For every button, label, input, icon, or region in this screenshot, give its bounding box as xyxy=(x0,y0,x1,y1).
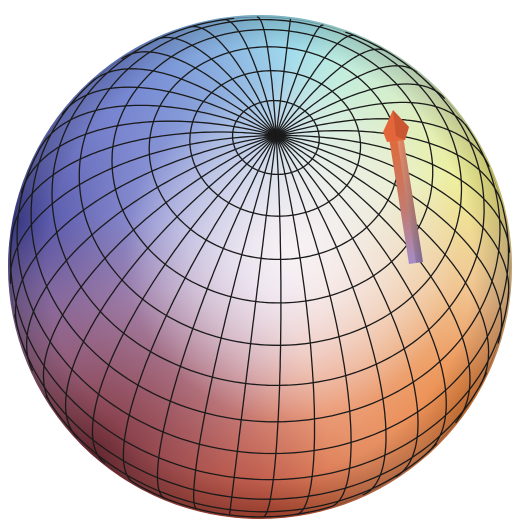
longitude-line xyxy=(228,135,277,516)
longitude-line xyxy=(275,34,357,136)
sphere-grid-lines xyxy=(9,16,511,518)
longitude-line xyxy=(14,134,277,330)
arrow-head-shade xyxy=(393,110,409,140)
longitude-line xyxy=(154,36,277,136)
sphere-outline xyxy=(9,16,511,518)
longitude-line xyxy=(275,134,490,387)
longitude-line xyxy=(275,134,503,344)
longitude-line xyxy=(276,134,511,253)
longitude-line xyxy=(20,120,277,193)
longitude-line xyxy=(256,16,277,136)
tangent-arrow xyxy=(383,110,423,264)
longitude-line xyxy=(121,51,277,136)
longitude-line xyxy=(262,135,282,518)
longitude-line xyxy=(156,135,277,499)
longitude-line xyxy=(275,118,490,168)
longitude-line xyxy=(10,131,277,239)
longitude-line xyxy=(276,130,504,209)
longitude-line xyxy=(275,18,292,136)
longitude-line xyxy=(61,86,277,137)
longitude-line xyxy=(64,134,277,439)
longitude-line xyxy=(89,68,277,137)
longitude-line xyxy=(188,25,277,136)
longitude-line xyxy=(275,135,387,496)
longitude-line xyxy=(276,134,510,300)
longitude-line xyxy=(37,104,277,152)
longitude-line xyxy=(275,48,388,136)
longitude-line xyxy=(275,135,352,508)
longitude-line xyxy=(275,135,316,515)
longitude-line xyxy=(122,135,277,484)
longitude-line xyxy=(275,134,471,424)
longitude-line xyxy=(275,65,418,136)
longitude-line xyxy=(91,135,277,464)
longitude-line xyxy=(275,83,446,137)
longitude-line xyxy=(9,134,277,284)
longitude-line xyxy=(275,134,447,454)
longitude-line xyxy=(25,134,277,372)
arrow-shaft-shade xyxy=(397,136,423,263)
longitude-line xyxy=(275,24,324,136)
latitude-line xyxy=(30,78,501,423)
longitude-line xyxy=(42,134,277,407)
longitude-line xyxy=(275,135,419,478)
longitude-line xyxy=(275,101,470,137)
longitude-line xyxy=(193,135,277,510)
longitude-line xyxy=(222,18,277,136)
